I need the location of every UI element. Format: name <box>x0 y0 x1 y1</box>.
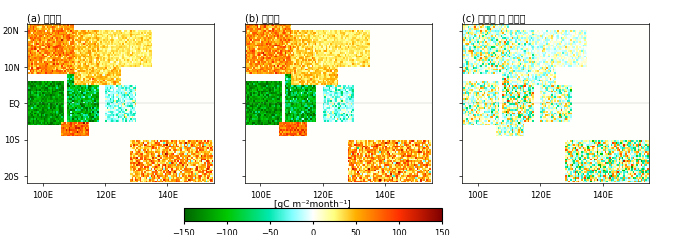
Text: (c) 解析値 ー 初期値: (c) 解析値 ー 初期値 <box>462 13 526 23</box>
X-axis label: [gC m⁻²month⁻¹]: [gC m⁻²month⁻¹] <box>275 200 351 209</box>
Text: (b) 解析値: (b) 解析値 <box>245 13 279 23</box>
Text: (a) 初期値: (a) 初期値 <box>27 13 62 23</box>
